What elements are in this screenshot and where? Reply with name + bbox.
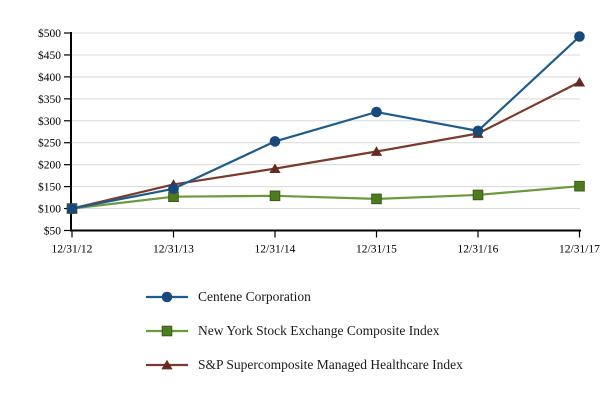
x-axis-tick-label: 12/31/16 (458, 244, 499, 256)
y-axis-tick-label: $350 (38, 93, 61, 106)
y-axis-tick-label: $300 (38, 115, 61, 128)
x-axis-tick-label: 12/31/15 (356, 244, 397, 256)
legend-label: New York Stock Exchange Composite Index (198, 323, 440, 338)
series-0 (66, 31, 585, 214)
y-axis-tick-label: $450 (38, 49, 61, 62)
square-marker-icon (146, 325, 188, 337)
x-axis-tick-label: 12/31/17 (559, 244, 600, 256)
axes: $50 $100 $150 $200 $250 $300 $350 $400 $450 $500 1… (38, 27, 600, 256)
chart-legend: Centene Corporation New York Stock Excha… (145, 280, 613, 382)
x-axis-tick-label: 12/31/12 (52, 244, 93, 256)
plot-area: $50 $100 $150 $200 $250 $300 $350 $400 $450 $500 1… (38, 27, 600, 256)
y-axis-tick-label: $500 (38, 27, 61, 40)
y-axis-tick-label: $50 (44, 225, 62, 238)
circle-marker-icon (146, 291, 188, 303)
y-axis-tick-label: $400 (38, 71, 61, 84)
y-axis-tick-label: $100 (38, 203, 61, 216)
triangle-marker-icon (146, 359, 188, 370)
x-axis-tick-label: 12/31/13 (153, 244, 194, 256)
y-axis-tick-label: $150 (38, 181, 61, 194)
legend-item-sp-healthcare: S&P Supercomposite Managed Healthcare In… (145, 348, 613, 382)
gridlines (71, 32, 580, 210)
x-axis-tick-label: 12/31/14 (255, 244, 296, 256)
legend-item-centene: Centene Corporation (145, 280, 613, 314)
legend-label: S&P Supercomposite Managed Healthcare In… (198, 357, 463, 372)
y-axis-tick-label: $200 (38, 159, 61, 172)
y-axis-tick-label: $250 (38, 137, 61, 150)
legend-item-nyse: New York Stock Exchange Composite Index (145, 314, 613, 348)
legend-label: Centene Corporation (198, 289, 311, 304)
